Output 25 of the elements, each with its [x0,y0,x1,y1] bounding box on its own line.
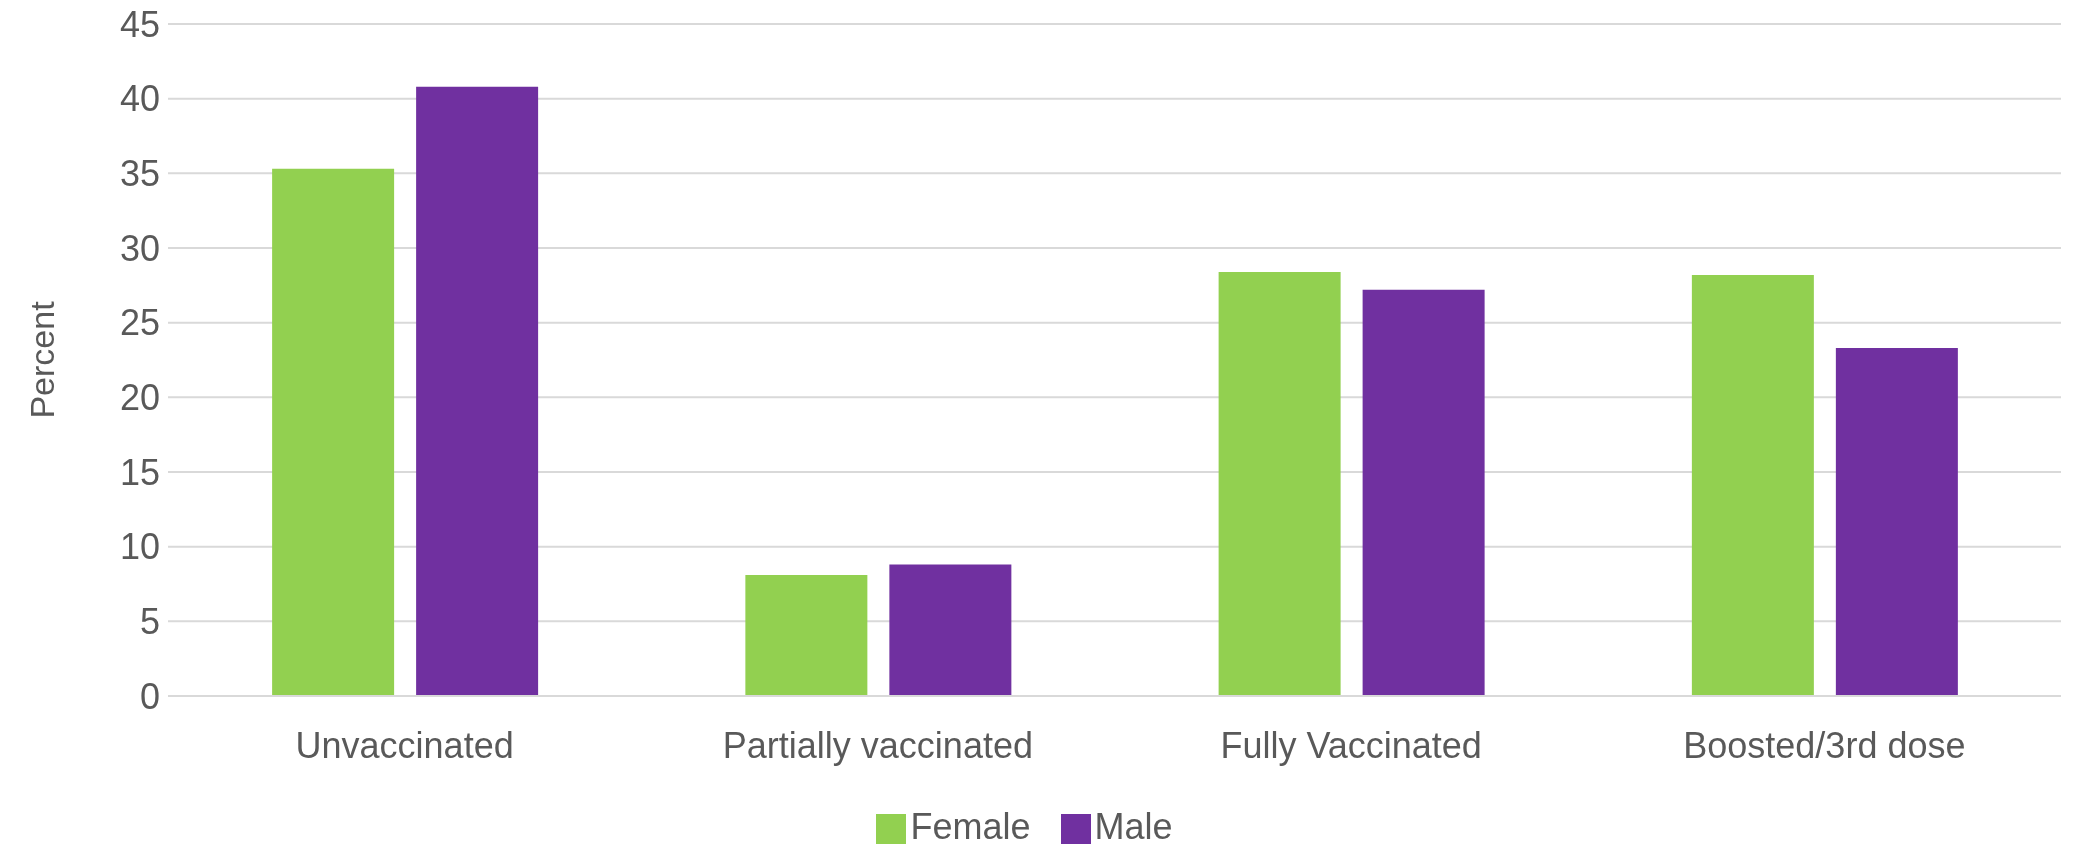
y-tick-label: 0 [139,675,160,717]
bar [1218,271,1341,696]
bar [1835,348,1958,696]
y-axis-title: Percent [23,300,62,419]
y-tick-label: 5 [139,601,160,643]
y-tick-label: 15 [119,451,160,493]
y-tick-label: 10 [119,526,160,568]
x-tick-label: Unvaccinated [295,724,514,766]
x-tick-label: Partially vaccinated [722,724,1033,766]
bar [272,168,395,696]
y-tick-label: 35 [119,153,160,195]
legend-label: Male [1094,806,1173,847]
legend-label: Female [910,806,1031,847]
y-tick-label: 40 [119,78,160,120]
bar [745,575,868,696]
bar [1362,289,1485,696]
x-tick-label: Boosted/3rd dose [1683,724,1966,766]
y-tick-label: 45 [119,3,160,45]
bar [1691,274,1814,696]
x-tick-label: Fully Vaccinated [1220,724,1482,766]
y-tick-label: 20 [119,377,160,419]
bar [416,86,539,696]
y-tick-label: 25 [119,302,160,344]
bar [889,564,1012,696]
y-tick-label: 30 [119,227,160,269]
